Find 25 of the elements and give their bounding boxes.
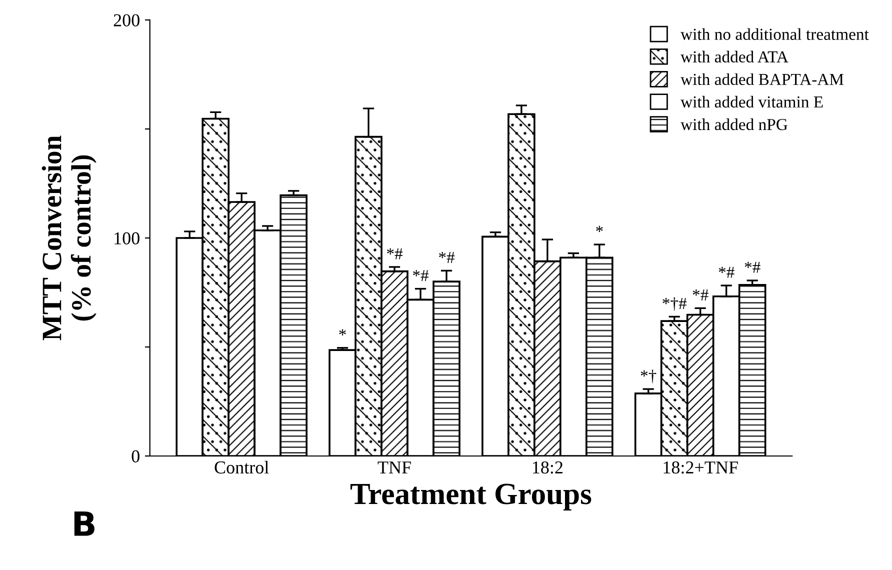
x-axis-title: Treatment Groups <box>350 484 592 510</box>
data-label: *# <box>744 262 760 273</box>
legend-label: with added vitamin E <box>680 96 823 108</box>
data-label: *# <box>412 270 429 282</box>
text: B <box>74 512 94 536</box>
y-tick-label: 0 <box>132 450 140 462</box>
x-tick-label: TNF <box>378 462 411 474</box>
y-tick-label: 200 <box>114 14 140 26</box>
legend-label: with added BAPTA-AM <box>680 73 844 86</box>
data-label: *# <box>692 290 708 300</box>
data-label: *† <box>640 370 656 384</box>
legend-label: with added ATA <box>680 50 788 62</box>
data-label: * <box>596 226 603 232</box>
x-tick-label: 18:2 <box>532 461 562 474</box>
x-tick-label: Control <box>214 460 269 474</box>
legend-label: with no additional treatment <box>680 28 869 40</box>
data-label: *# <box>387 248 403 260</box>
data-label: *# <box>438 252 455 263</box>
data-label: *# <box>718 266 734 278</box>
y-axis-title: MTT Conversion (% of control) <box>42 136 96 340</box>
y-tick-label: 100 <box>114 232 140 244</box>
data-label: * <box>339 329 346 336</box>
x-tick-label: 18:2+TNF <box>664 461 738 474</box>
data-label: *†# <box>662 297 687 311</box>
legend-label: with added nPG <box>680 118 788 130</box>
